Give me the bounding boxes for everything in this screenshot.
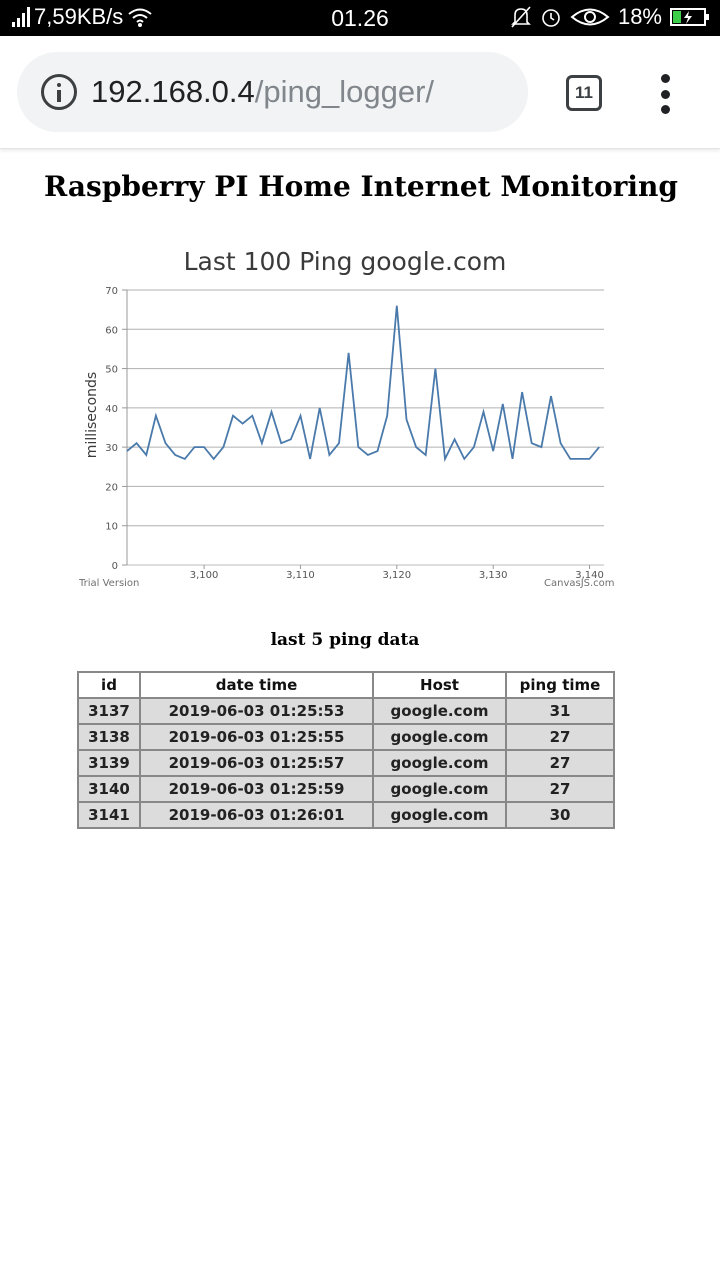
cell-datetime: 2019-06-03 01:25:59 (139, 775, 374, 803)
table-row: 3138 2019-06-03 01:25:55 google.com 27 (77, 723, 615, 751)
table-row: 3139 2019-06-03 01:25:57 google.com 27 (77, 749, 615, 777)
cell-host: google.com (372, 775, 507, 803)
ping-data-table: id date time Host ping time 3137 2019-06… (77, 671, 615, 829)
y-tick-label: 50 (105, 365, 118, 376)
y-tick-label: 30 (105, 443, 118, 454)
network-speed: 7,59KB/s (34, 4, 124, 29)
overflow-menu-icon[interactable] (655, 74, 675, 114)
x-tick-label: 3,100 (190, 570, 219, 580)
cell-ping-time: 31 (505, 697, 615, 725)
wifi-icon (128, 8, 152, 27)
battery-charging-icon (670, 8, 709, 26)
chart-credit-link[interactable]: CanvasJS.com (544, 578, 615, 589)
signal-icon (12, 7, 30, 27)
table-header-row: id date time Host ping time (77, 671, 615, 699)
table-row: 3137 2019-06-03 01:25:53 google.com 31 (77, 697, 615, 725)
url-host: 192.168.0.4 (91, 74, 255, 109)
cell-host: google.com (372, 697, 507, 725)
cell-id: 3140 (77, 775, 141, 803)
cell-host: google.com (372, 723, 507, 751)
cell-id: 3137 (77, 697, 141, 725)
url-path: /ping_logger/ (254, 74, 435, 109)
site-info-icon[interactable] (41, 74, 77, 110)
x-tick-label: 3,120 (382, 570, 411, 580)
y-tick-label: 70 (105, 286, 118, 297)
cell-ping-time: 27 (505, 723, 615, 751)
y-tick-label: 40 (105, 404, 118, 415)
table-row: 3140 2019-06-03 01:25:59 google.com 27 (77, 775, 615, 803)
status-right: 18% (510, 4, 710, 30)
cell-ping-time: 30 (505, 801, 615, 829)
cell-host: google.com (372, 749, 507, 777)
x-tick-label: 3,140 (575, 570, 604, 580)
page-title: Raspberry PI Home Internet Monitoring (44, 170, 678, 203)
table-row: 3141 2019-06-03 01:26:01 google.com 30 (77, 801, 615, 829)
cell-host: google.com (372, 801, 507, 829)
y-tick-label: 10 (105, 522, 118, 533)
column-header-ping-time: ping time (505, 671, 615, 699)
column-header-datetime: date time (139, 671, 374, 699)
browser-toolbar: 192.168.0.4/ping_logger/ 11 (0, 36, 720, 149)
address-bar[interactable]: 192.168.0.4/ping_logger/ (17, 52, 528, 132)
cell-datetime: 2019-06-03 01:25:53 (139, 697, 374, 725)
x-tick-label: 3,110 (286, 570, 315, 580)
battery-percent: 18% (617, 4, 662, 29)
y-tick-label: 20 (105, 482, 118, 493)
cell-datetime: 2019-06-03 01:25:55 (139, 723, 374, 751)
y-tick-label: 60 (105, 325, 118, 336)
status-left: 7,59KB/s (12, 4, 153, 30)
chart-title: Last 100 Ping google.com (183, 247, 507, 276)
eye-icon (570, 8, 610, 26)
cell-ping-time: 27 (505, 775, 615, 803)
status-bar: 7,59KB/s 01.26 18% (0, 0, 720, 36)
cell-datetime: 2019-06-03 01:26:01 (139, 801, 374, 829)
column-header-host: Host (372, 671, 507, 699)
column-header-id: id (77, 671, 141, 699)
chart-watermark: Trial Version (79, 578, 140, 589)
ping-line-chart: 0 10 20 30 40 50 60 70 3,100 3,110 3,120 3,130 3,140… (84, 286, 604, 580)
url-text[interactable]: 192.168.0.4/ping_logger/ (91, 74, 434, 110)
cell-id: 3141 (77, 801, 141, 829)
series-line (126, 305, 600, 463)
cell-ping-time: 27 (505, 749, 615, 777)
tab-switcher-button[interactable]: 11 (566, 75, 602, 111)
table-title: last 5 ping data (270, 630, 420, 650)
y-tick-label: 0 (112, 561, 118, 572)
y-axis-label: milliseconds (84, 372, 100, 458)
cell-id: 3138 (77, 723, 141, 751)
cell-datetime: 2019-06-03 01:25:57 (139, 749, 374, 777)
cell-id: 3139 (77, 749, 141, 777)
x-tick-label: 3,130 (479, 570, 508, 580)
alarm-icon (542, 9, 560, 27)
clock: 01.26 (331, 5, 389, 31)
mute-bell-icon (511, 6, 531, 28)
